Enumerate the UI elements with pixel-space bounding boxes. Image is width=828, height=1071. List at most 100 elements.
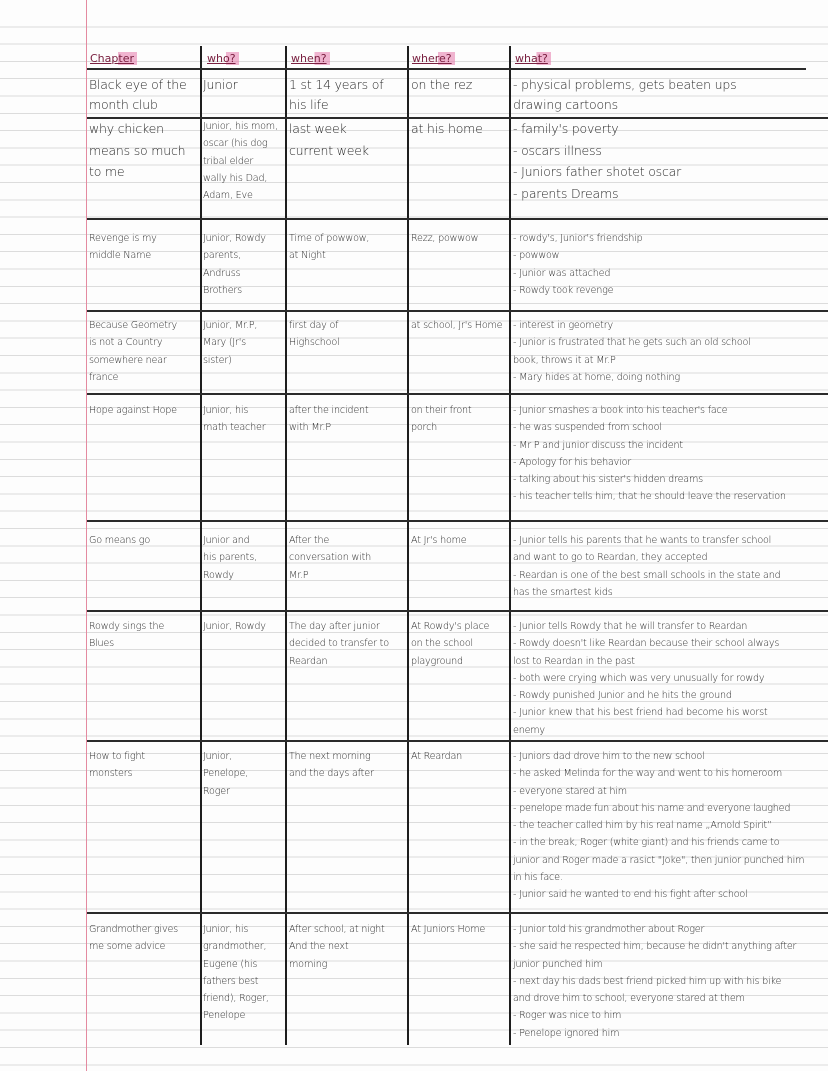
chapter-cell: why chicken means so much to me (89, 118, 186, 183)
where-cell: At Reardan (411, 748, 462, 765)
what-line: - in the break, Roger (white giant) and … (513, 837, 780, 849)
who-line: Penelope (203, 1010, 246, 1022)
what-line: - talking about his sister's hidden drea… (513, 474, 703, 486)
row-divider (87, 912, 828, 914)
row-divider (87, 740, 828, 742)
what-line: - the teacher called him by his real nam… (513, 820, 772, 832)
what-line: - both were crying which was very unusua… (513, 672, 765, 684)
where-cell: At Jr's home (411, 532, 467, 549)
where-line: Rezz, powwow (411, 233, 479, 244)
when-cell: 1 st 14 years of his life (289, 75, 384, 115)
what-line: has the smartest kids (513, 586, 613, 598)
when-line: The next morning (289, 751, 371, 762)
what-line: - Rowdy doesn't like Reardan because the… (513, 638, 780, 650)
what-line: - oscars illness (513, 142, 602, 158)
header-when-label: when? (291, 52, 330, 65)
chapter-line: me some advice (89, 941, 166, 953)
who-line: Junior, Rowdy (203, 233, 266, 244)
where-line: At Reardan (411, 751, 463, 762)
where-line: at school, Jr's Home (411, 320, 503, 331)
when-cell: Time of powwow, at Night (289, 230, 369, 265)
what-cell: - Junior tells his parents that he wants… (513, 532, 781, 601)
what-line: - Junior said he wanted to end his fight… (513, 889, 748, 901)
who-line: Mary (Jr's (203, 337, 246, 349)
row-divider (87, 117, 828, 119)
chapter-cell: Black eye of the month club (89, 75, 187, 115)
who-line: Junior, his mom, (203, 121, 278, 132)
who-line: tribal elder (203, 155, 254, 167)
what-line: - Junior knew that his best friend had b… (513, 707, 768, 719)
chapter-cell: Hope against Hope (89, 402, 177, 419)
when-cell: The next morning and the days after (289, 748, 374, 783)
row-divider (87, 218, 828, 220)
row-divider (87, 610, 828, 612)
who-line: math teacher (203, 422, 266, 434)
chapter-line: Black eye of the (89, 77, 187, 92)
chapter-line: to me (89, 164, 125, 179)
chapter-cell: Because Geometry is not a Country somewher… (89, 317, 177, 386)
chapter-line: middle Name (89, 250, 151, 262)
what-line: junior and Roger made a rasict "Joke", t… (513, 854, 805, 866)
who-line: Junior, Rowdy (203, 621, 266, 632)
what-line: junior punched him (513, 958, 603, 970)
where-line: At Rowdy's place (411, 621, 490, 632)
where-cell: at school, Jr's Home (411, 317, 503, 334)
when-line: And the next (289, 941, 349, 953)
when-line: decided to transfer to (289, 638, 389, 650)
chapter-cell: Grandmother gives me some advice (89, 921, 178, 956)
where-line: At Juniors Home (411, 924, 486, 935)
who-cell: Junior and his parents, Rowdy (203, 532, 257, 584)
header-chapter: Chapter (90, 52, 137, 65)
what-cell: - Junior smashes a book into his teacher… (513, 402, 786, 506)
when-line: The day after junior (289, 621, 380, 632)
what-line: drawing cartoons (513, 97, 618, 112)
where-line: At Jr's home (411, 535, 467, 546)
when-line: Time of powwow, (289, 233, 370, 244)
what-cell: - Juniors dad drove him to the new schoo… (513, 748, 804, 904)
when-cell: The day after junior decided to transfer … (289, 618, 389, 670)
row-divider (87, 310, 828, 312)
who-cell: Junior, Rowdy parents, Andruss Brothers (203, 230, 266, 299)
what-line: - Junior smashes a book into his teacher… (513, 405, 728, 416)
what-line: - Juniors father shotet oscar (513, 164, 682, 179)
where-line: on their front (411, 405, 472, 416)
what-cell: - Junior told his grandmother about Roge… (513, 921, 796, 1042)
chapter-line: How to fight (89, 751, 145, 762)
when-cell: after the incident with Mr.P (289, 402, 369, 437)
when-line: last week (289, 121, 347, 136)
what-line: - his teacher tells him, that he should … (513, 491, 786, 503)
what-line: - family's poverty (513, 121, 619, 136)
chapter-line: why chicken (89, 121, 164, 136)
what-line: - Apology for his behavior (513, 456, 631, 468)
who-line: Junior, his (203, 405, 249, 416)
when-line: After school, at night (289, 924, 385, 935)
when-line: morning (289, 958, 328, 970)
what-line: - next day his dads best friend picked h… (513, 975, 782, 987)
what-cell: - physical problems, gets beaten ups draw… (513, 75, 737, 115)
chapter-line: Grandmother gives (89, 924, 178, 935)
who-cell: Junior, Rowdy (203, 618, 266, 635)
what-line: - interest in geometry (513, 320, 613, 331)
when-line: and the days after (289, 768, 374, 780)
when-line: with Mr.P (289, 422, 331, 434)
who-line: grandmother, (203, 941, 267, 953)
who-line: Eugene (his (203, 958, 258, 970)
header-who-label: who? (207, 52, 239, 65)
who-line: his parents, (203, 552, 257, 564)
what-line: - Penelope ignored him (513, 1027, 620, 1039)
row-divider (87, 520, 828, 522)
chapter-line: Because Geometry (89, 320, 178, 331)
when-line: Reardan (289, 655, 328, 667)
column-divider (509, 46, 511, 1045)
who-cell: Junior (203, 75, 238, 95)
where-line: on the school (411, 638, 473, 650)
chapter-line: Blues (89, 638, 114, 650)
who-cell: Junior, Penelope, Roger (203, 748, 248, 800)
chapter-line: somewhere near (89, 354, 167, 366)
row-divider (87, 68, 806, 70)
what-line: - Reardan is one of the best small schoo… (513, 569, 781, 581)
what-line: - penelope made fun about his name and e… (513, 802, 791, 814)
what-line: - Junior tells Rowdy that he will transf… (513, 621, 748, 632)
who-line: Adam, Eve (203, 190, 253, 202)
column-divider (407, 46, 409, 1045)
